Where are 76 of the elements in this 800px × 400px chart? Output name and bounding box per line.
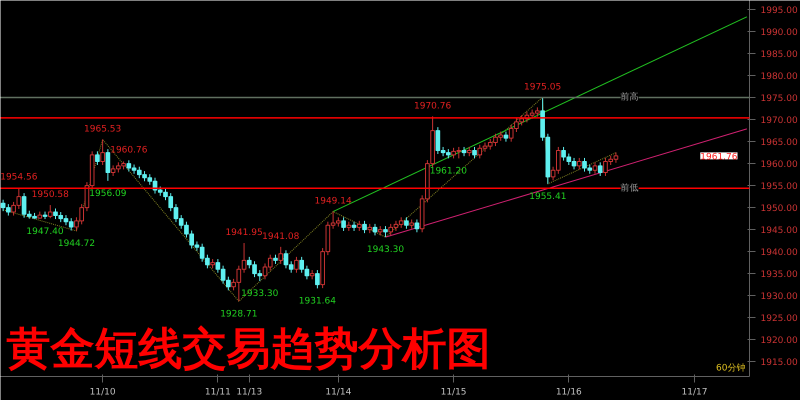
- candlestick: [414, 219, 420, 233]
- candlestick: [278, 246, 284, 264]
- candlestick: [592, 162, 598, 174]
- annotation: 1933.30: [241, 289, 279, 300]
- candlestick: [362, 220, 367, 234]
- candlestick: [504, 131, 508, 142]
- annotation: 1970.76: [414, 101, 452, 112]
- y-tick-label: 1970.00: [760, 116, 798, 126]
- candlestick: [466, 146, 472, 157]
- candlestick: [378, 226, 383, 236]
- annotation: 1961.20: [430, 166, 468, 176]
- candlestick: [472, 146, 477, 159]
- annotation: 1956.09: [89, 188, 127, 199]
- candlestick: [100, 138, 105, 166]
- y-tick-label: 1920.00: [760, 336, 798, 346]
- candlestick: [310, 270, 314, 280]
- candlestick: [372, 223, 378, 236]
- candlestick: [409, 219, 414, 230]
- candlestick: [352, 221, 356, 232]
- annotation: 1950.58: [32, 190, 70, 200]
- annotation: 1943.30: [366, 245, 404, 256]
- y-tick-label: 1965.00: [760, 138, 798, 148]
- candlestick: [273, 254, 278, 264]
- candlestick: [576, 157, 582, 170]
- annotation: 1965.53: [84, 124, 122, 134]
- annotation: 1975.05: [524, 82, 562, 92]
- x-tick-label: 11/11: [204, 388, 231, 398]
- x-tick-label: 11/16: [556, 388, 582, 398]
- y-tick-label: 1990.00: [760, 28, 798, 38]
- candlestick: [294, 256, 299, 274]
- annotation: 1928.71: [220, 309, 258, 320]
- y-tick-label: 1915.00: [760, 358, 798, 368]
- y-tick-label: 1985.00: [760, 50, 798, 60]
- annotation: 1941.95: [225, 228, 263, 238]
- candlestick: [383, 226, 388, 238]
- ref-line-label: 前低: [620, 182, 639, 194]
- candlestick: [598, 162, 603, 176]
- y-tick-label: 1930.00: [760, 292, 798, 302]
- candlestick: [346, 221, 352, 232]
- y-tick-label: 1925.00: [760, 314, 798, 324]
- y-tick-label: 1950.00: [760, 204, 798, 214]
- y-tick-label: 1955.00: [760, 182, 798, 192]
- candlestick: [341, 216, 346, 232]
- candlestick: [48, 204, 53, 219]
- candlestick: [356, 220, 362, 232]
- x-tick-label: 11/14: [325, 388, 352, 398]
- candlestick: [462, 146, 466, 157]
- annotation: 1960.76: [110, 145, 148, 156]
- line-series: [2, 96, 616, 302]
- y-tick-label: 1995.00: [760, 6, 798, 16]
- annotation: 1947.40: [26, 227, 64, 238]
- y-tick-label: 1940.00: [760, 248, 798, 258]
- x-tick-label: 11/17: [682, 388, 708, 398]
- annotation: 1955.41: [529, 192, 566, 202]
- y-tick-label: 1980.00: [760, 72, 798, 82]
- y-tick-label: 1960.00: [760, 160, 798, 170]
- candlestick: [404, 216, 409, 230]
- annotation: 60分钟: [716, 362, 746, 374]
- text: 黄金短线交易趋势分析图: [6, 324, 490, 374]
- y-tick-label: 1935.00: [760, 270, 798, 280]
- candlestick: [210, 258, 215, 269]
- candlestick: [367, 223, 372, 234]
- x-tick-label: 11/10: [90, 388, 116, 398]
- x-tick-label: 11/13: [236, 388, 262, 398]
- y-tick-label: 1945.00: [760, 226, 798, 236]
- annotation: 1954.56: [0, 172, 38, 183]
- y-tick-label: 1975.00: [760, 94, 798, 104]
- candlestick: [95, 150, 100, 166]
- ref-line-label: 前高: [620, 91, 639, 102]
- annotation: 1949.14: [314, 196, 352, 206]
- x-tick-label: 11/15: [440, 388, 467, 398]
- annotation: 1931.64: [298, 296, 336, 306]
- candlestick: [315, 270, 320, 289]
- candlestick: [106, 148, 110, 182]
- annotation: 1944.72: [58, 238, 96, 249]
- annotation: 1941.08: [262, 232, 300, 242]
